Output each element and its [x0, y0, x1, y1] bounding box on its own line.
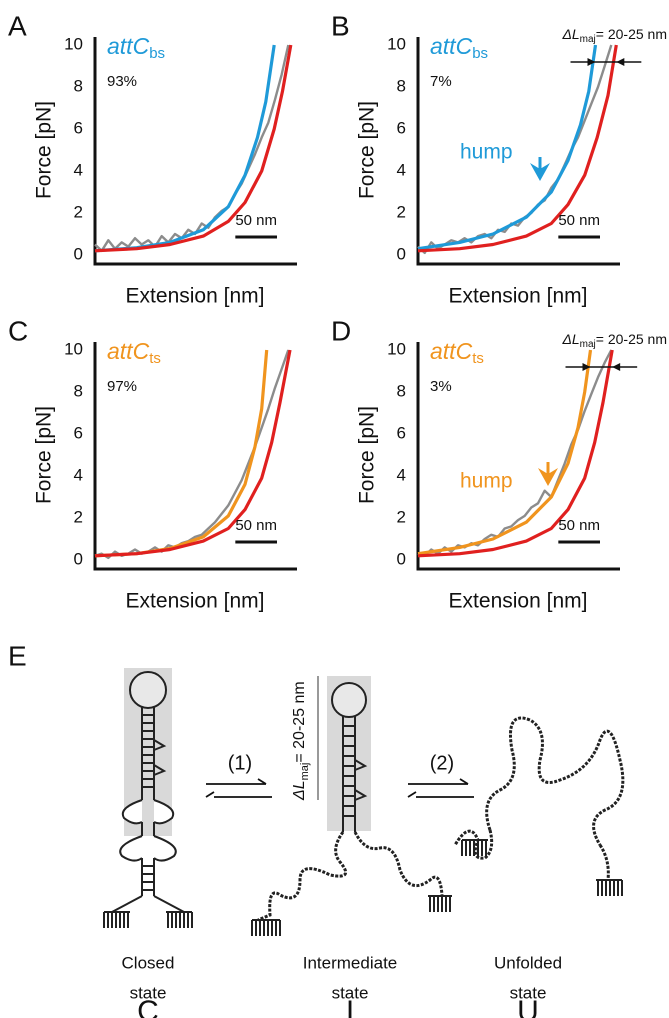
y-tick-label: 4: [397, 465, 406, 484]
panel-label: C: [8, 315, 28, 346]
panel-title: attCts: [107, 338, 161, 367]
y-axis-label: Force [pN]: [33, 101, 56, 199]
annotation: 93%: [107, 73, 137, 90]
panel-label: E: [8, 640, 27, 671]
y-tick-label: 4: [397, 160, 406, 179]
delta-sub: maj: [299, 763, 311, 781]
panel-title: attCts: [430, 338, 484, 367]
delta-label: ΔLmaj= 20-25 nm: [561, 26, 667, 45]
hump-arrow: [538, 462, 558, 486]
y-tick-label: 4: [74, 160, 83, 179]
x-axis-label: Extension [nm]: [126, 285, 265, 308]
data-line: [417, 349, 614, 558]
scale-bar-label: 50 nm: [558, 517, 600, 534]
y-tick-label: 2: [397, 507, 406, 526]
panel-label: B: [331, 10, 350, 41]
x-axis-label: Extension [nm]: [449, 285, 588, 308]
arrow-head: [582, 363, 621, 371]
x-axis-label: Extension [nm]: [449, 590, 588, 613]
y-axis-label: Force [pN]: [356, 101, 379, 199]
delta-sub: maj: [580, 339, 596, 350]
panel-label: A: [8, 10, 27, 41]
y-tick-label: 10: [387, 34, 406, 53]
state-letter: I: [346, 995, 354, 1018]
delta-label: ΔLmaj= 20-25 nm: [561, 331, 667, 350]
title-sub: ts: [472, 350, 484, 367]
hump-label: hump: [460, 470, 513, 493]
title-sub: bs: [149, 45, 165, 62]
y-tick-label: 0: [74, 244, 83, 263]
title-main: attC: [430, 33, 473, 59]
intermediate-structure: [251, 676, 452, 936]
y-tick-label: 2: [74, 507, 83, 526]
y-tick-label: 6: [74, 423, 83, 442]
y-tick-label: 2: [397, 202, 406, 221]
scale-bar-label: 50 nm: [235, 517, 277, 534]
title-sub: bs: [472, 45, 488, 62]
delta-label: ΔLmaj= 20-25 nm: [291, 681, 311, 801]
state-letter: U: [517, 995, 539, 1018]
delta-symbol: ΔL: [561, 26, 579, 42]
scale-bar-label: 50 nm: [558, 212, 600, 229]
delta-symbol: ΔL: [291, 780, 308, 801]
title-sub: ts: [149, 350, 161, 367]
y-tick-label: 10: [64, 339, 83, 358]
y-tick-label: 10: [64, 34, 83, 53]
arrow-head: [587, 58, 625, 66]
panel-label: D: [331, 315, 351, 346]
title-main: attC: [107, 338, 150, 364]
y-tick-label: 4: [74, 465, 83, 484]
hump-label: hump: [460, 141, 513, 164]
y-tick-label: 8: [74, 76, 83, 95]
state-letter: C: [137, 995, 159, 1018]
panel-title: attCbs: [107, 33, 165, 62]
state-label: Closed: [122, 953, 175, 972]
delta-symbol: ΔL: [561, 331, 579, 347]
annotation: 97%: [107, 378, 137, 395]
delta-text: = 20-25 nm: [291, 681, 308, 762]
state-label: Unfolded: [494, 953, 562, 972]
y-tick-label: 8: [397, 381, 406, 400]
unfolded-structure: [453, 716, 625, 896]
y-tick-label: 10: [387, 339, 406, 358]
panel-title: attCbs: [430, 33, 488, 62]
step-label: (1): [228, 752, 252, 774]
delta-text: = 20-25 nm: [596, 331, 667, 347]
data-line: [417, 44, 618, 253]
y-tick-label: 6: [397, 423, 406, 442]
equilibrium-arrows: [205, 778, 474, 798]
hump-arrow: [530, 157, 550, 181]
state-label: state: [510, 983, 547, 1002]
data-line: [417, 44, 598, 251]
delta-text: = 20-25 nm: [596, 26, 667, 42]
y-axis-label: Force [pN]: [33, 406, 56, 504]
y-tick-label: 0: [74, 549, 83, 568]
state-label: Intermediate: [303, 953, 398, 972]
y-axis-label: Force [pN]: [356, 406, 379, 504]
y-tick-label: 0: [397, 244, 406, 263]
y-tick-label: 8: [397, 76, 406, 95]
annotation: 7%: [430, 73, 452, 90]
title-main: attC: [107, 33, 150, 59]
state-label: state: [130, 983, 167, 1002]
x-axis-label: Extension [nm]: [126, 590, 265, 613]
y-tick-label: 8: [74, 381, 83, 400]
y-tick-label: 6: [74, 118, 83, 137]
state-label: state: [332, 983, 369, 1002]
data-line: [94, 349, 292, 558]
annotation: 3%: [430, 378, 452, 395]
y-tick-label: 0: [397, 549, 406, 568]
title-main: attC: [430, 338, 473, 364]
delta-sub: maj: [580, 34, 596, 45]
y-tick-label: 6: [397, 118, 406, 137]
data-line: [417, 349, 593, 556]
data-line: [94, 44, 290, 252]
y-tick-label: 2: [74, 202, 83, 221]
scale-bar-label: 50 nm: [235, 212, 277, 229]
data-line: [94, 44, 293, 253]
closed-structure: [103, 668, 193, 928]
step-label: (2): [430, 752, 454, 774]
